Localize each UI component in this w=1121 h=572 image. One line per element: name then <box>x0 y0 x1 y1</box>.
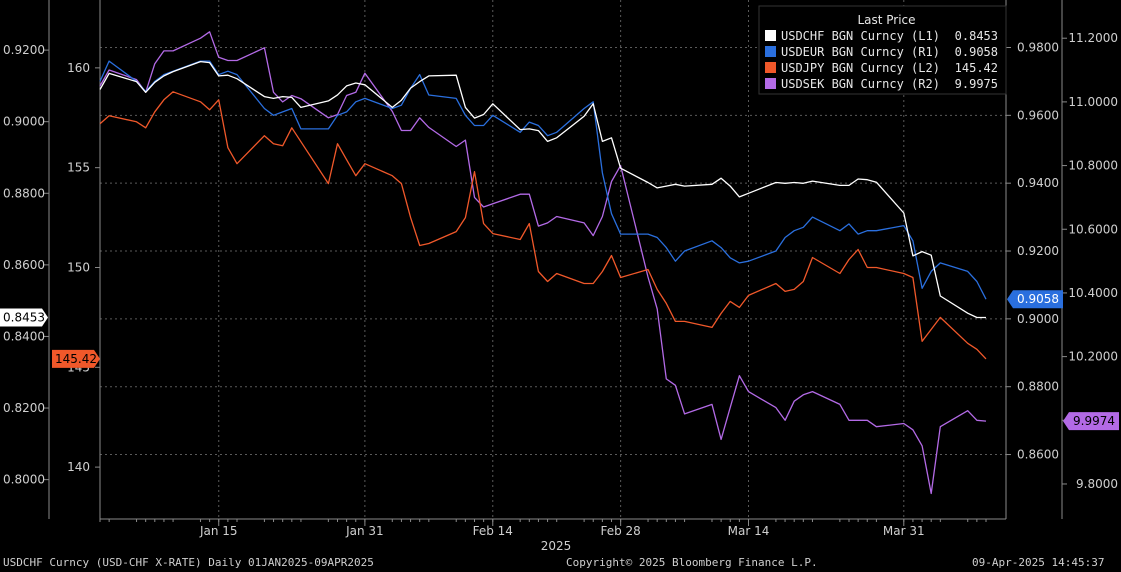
r1-tick-label: 0.9200 <box>1017 244 1059 258</box>
l1-tick-label: 0.8600 <box>3 258 45 272</box>
l1-tick-label: 0.9000 <box>3 115 45 129</box>
last-value-text-r2: 9.9974 <box>1073 414 1115 428</box>
legend-swatch <box>765 30 776 41</box>
legend-entry-label: USDEUR BGN Curncy (R1) <box>781 45 940 59</box>
legend-entry-label: USDJPY BGN Curncy (L2) <box>781 61 940 75</box>
legend-entry-value: 145.42 <box>955 61 998 75</box>
r1-tick-label: 0.9400 <box>1017 176 1059 190</box>
r2-tick-label: 10.6000 <box>1068 222 1118 236</box>
last-value-badge-l2 <box>52 349 100 368</box>
r1-tick-label: 0.8800 <box>1017 380 1059 394</box>
last-value-badge-r1 <box>1007 290 1063 309</box>
footer-timestamp: 09-Apr-2025 14:45:37 <box>972 556 1105 569</box>
r2-tick-label: 10.2000 <box>1068 350 1118 364</box>
legend-entry-value: 0.8453 <box>955 29 998 43</box>
l2-tick-label: 150 <box>67 260 90 274</box>
r2-tick-label: 10.8000 <box>1068 159 1118 173</box>
l1-tick-label: 0.9200 <box>3 43 45 57</box>
l2-tick-label: 160 <box>67 61 90 75</box>
axes: 0.8000 0.8200 0.8400 0.8600 0.8800 0.9000 0.92… <box>3 0 1118 520</box>
last-value-badges: 0.8453 145.42 0.9058 9.9974 <box>0 290 1119 431</box>
series-line-usdsek <box>99 31 987 495</box>
last-value-text-r1: 0.9058 <box>1017 292 1059 306</box>
r2-tick-label: 9.8000 <box>1076 477 1118 491</box>
legend-title: Last Price <box>857 13 915 27</box>
last-value-badge-l1 <box>0 308 48 327</box>
legend-entry-label: USDSEK BGN Curncy (R2) <box>781 77 940 91</box>
legend-box <box>758 5 1007 95</box>
r1-tick-label: 0.9800 <box>1017 40 1059 54</box>
r1-tick-label: 0.9000 <box>1017 312 1059 326</box>
l1-tick-label: 0.8800 <box>3 186 45 200</box>
x-tick-label: Feb 28 <box>600 524 640 538</box>
last-value-badge-r2 <box>1063 412 1119 431</box>
last-value-text-l2: 145.42 <box>55 352 97 366</box>
r1-tick-label: 0.8600 <box>1017 448 1059 462</box>
legend-swatch <box>765 62 776 73</box>
series-line-usdjpy <box>99 91 987 360</box>
r2-tick-label: 11.0000 <box>1068 95 1118 109</box>
l2-tick-label: 155 <box>67 161 90 175</box>
l1-tick-label: 0.8000 <box>3 473 45 487</box>
r2-tick-label: 11.2000 <box>1068 31 1118 45</box>
last-value-text-l1: 0.8453 <box>3 310 45 324</box>
l2-tick-label: 140 <box>67 460 90 474</box>
x-tick-label: Feb 14 <box>473 524 513 538</box>
r1-tick-label: 0.9600 <box>1017 108 1059 122</box>
series-line-usdeur <box>99 60 987 300</box>
series-lines <box>99 31 987 495</box>
x-axis-ticks: Jan 15 Jan 31 Feb 14 Feb 28 Mar 14 Mar 31 2025 <box>99 519 987 553</box>
r2-tick-label: 10.4000 <box>1068 286 1118 300</box>
legend: Last Price USDCHF BGN Curncy (L1) 0.8453 US… <box>758 5 1007 95</box>
x-tick-label: Jan 15 <box>199 524 238 538</box>
legend-entry-label: USDCHF BGN Curncy (L1) <box>781 29 940 43</box>
x-tick-label: Mar 31 <box>883 524 925 538</box>
legend-swatch <box>765 78 776 89</box>
legend-entry-value: 0.9058 <box>955 45 998 59</box>
legend-entry-value: 9.9975 <box>955 77 998 91</box>
footer-security-info: USDCHF Curncy (USD-CHF X-RATE) Daily 01J… <box>3 556 374 569</box>
x-tick-label: Jan 31 <box>345 524 384 538</box>
x-year-label: 2025 <box>541 539 572 553</box>
l1-tick-label: 0.8200 <box>3 401 45 415</box>
footer-copyright: Copyright© 2025 Bloomberg Finance L.P. <box>566 556 818 569</box>
legend-swatch <box>765 46 776 57</box>
series-line-usdchf <box>99 60 986 319</box>
x-tick-label: Mar 14 <box>728 524 770 538</box>
l1-tick-label: 0.8400 <box>3 329 45 343</box>
